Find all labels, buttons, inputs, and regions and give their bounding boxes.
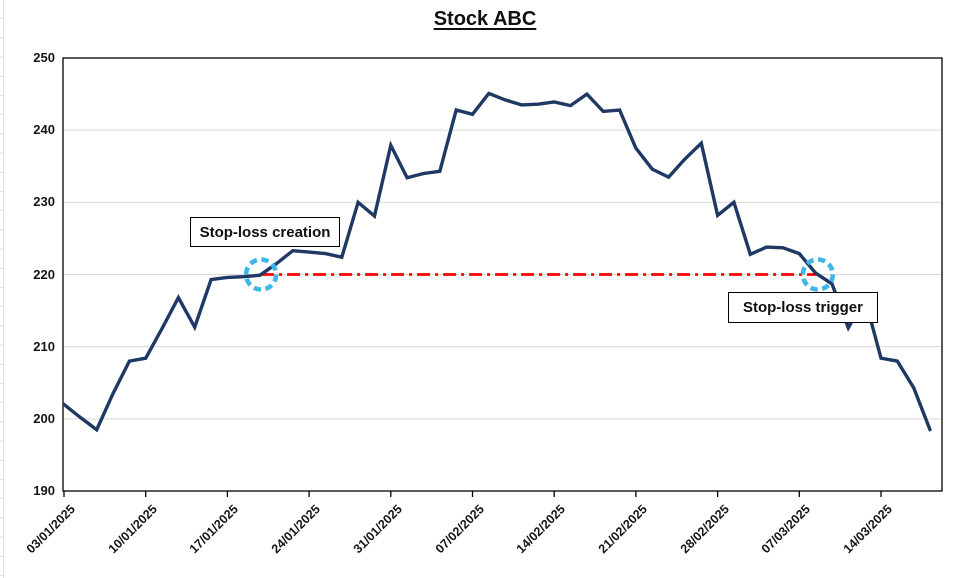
y-tick-label: 250 <box>33 50 55 65</box>
y-tick-label: 210 <box>33 338 55 354</box>
chart-title: Stock ABC <box>433 8 537 30</box>
y-tick-label: 220 <box>33 266 55 282</box>
worksheet-gridlines <box>0 0 4 578</box>
stop-loss-trigger-label: Stop-loss trigger <box>728 292 878 323</box>
plot-area <box>62 57 943 497</box>
stop-loss-creation-label: Stop-loss creation <box>190 217 340 247</box>
stop-loss-trigger-circle <box>800 257 836 292</box>
stock-chart[interactable]: Stock ABC 190 200 210 220 230 240 250 03/01/20… <box>5 0 964 578</box>
stop-loss-creation-circle <box>243 257 279 292</box>
plot-border <box>62 57 943 492</box>
series-line <box>62 91 932 433</box>
y-tick-label: 240 <box>33 122 55 138</box>
y-tick-label: 230 <box>33 194 55 210</box>
y-tick-label: 190 <box>33 483 55 498</box>
y-tick-label: 200 <box>33 410 55 426</box>
